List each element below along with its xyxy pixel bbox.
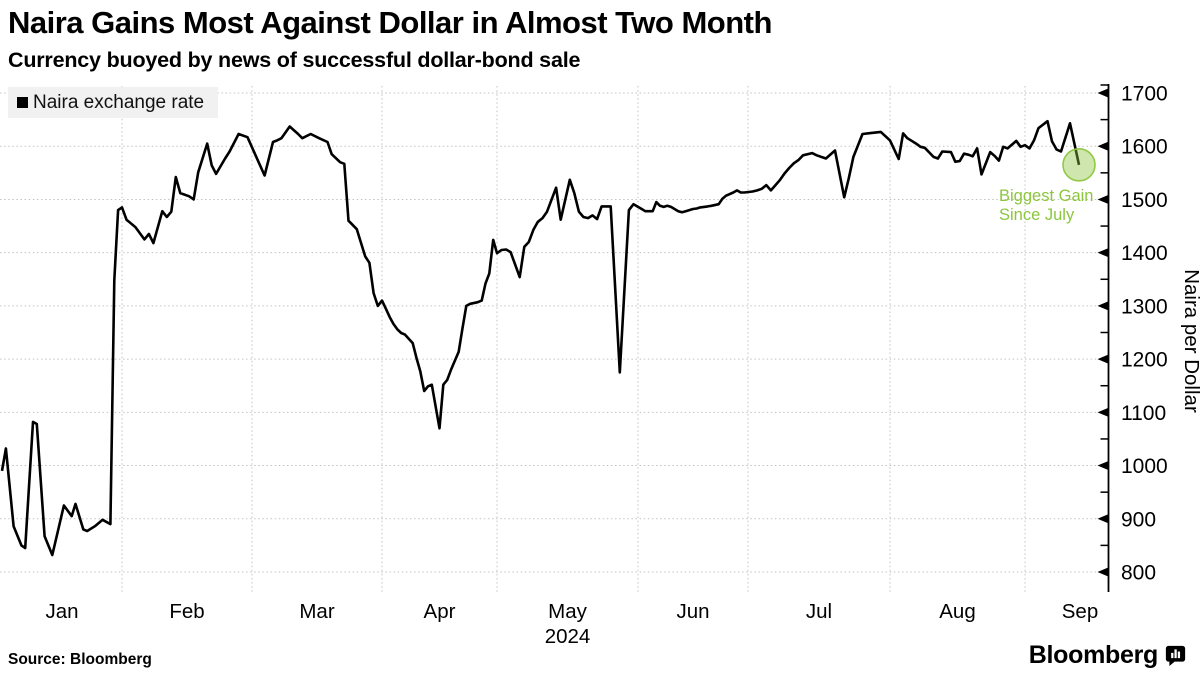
series-line — [0, 119, 1081, 557]
x-tick-label: Aug — [939, 600, 975, 623]
y-major-tick — [1097, 141, 1109, 151]
y-major-tick — [1097, 301, 1109, 311]
y-tick-label: 1500 — [1121, 189, 1168, 212]
y-tick-label: 1600 — [1121, 136, 1168, 159]
y-tick-label: 1700 — [1121, 83, 1168, 106]
y-tick-label: 1300 — [1121, 295, 1168, 318]
legend: Naira exchange rate — [8, 87, 219, 118]
page-subtitle: Currency buoyed by news of successful do… — [8, 47, 581, 72]
y-major-tick — [1097, 514, 1109, 524]
x-tick-label: Apr — [424, 600, 456, 623]
x-tick-label: Jul — [806, 600, 832, 623]
y-tick-label: 800 — [1121, 562, 1156, 585]
x-tick-label: May — [548, 600, 587, 623]
bloomberg-wordmark: Bloomberg — [1028, 641, 1159, 669]
x-tick-label: Jan — [45, 600, 78, 623]
y-major-tick — [1097, 407, 1109, 417]
page-title: Naira Gains Most Against Dollar in Almos… — [8, 5, 772, 40]
gain-marker — [1062, 148, 1096, 182]
x-tick-label: Jun — [676, 600, 709, 623]
x-axis-year-label: 2024 — [545, 625, 591, 648]
y-major-tick — [1097, 354, 1109, 364]
x-tick-label: Feb — [169, 600, 204, 623]
x-tick-label: Mar — [299, 600, 334, 623]
y-major-tick — [1097, 88, 1109, 98]
annotation-biggest-gain-line2: Since July — [999, 206, 1075, 224]
y-major-tick — [1097, 567, 1109, 577]
y-tick-label: 1000 — [1121, 455, 1168, 478]
y-tick-label: 1200 — [1121, 349, 1168, 372]
chart-header: Naira Gains Most Against Dollar in Almos… — [8, 4, 1188, 73]
y-tick-label: 1400 — [1121, 242, 1168, 265]
y-major-tick — [1097, 248, 1109, 258]
legend-swatch-icon — [17, 97, 28, 108]
bloomberg-brand: Bloomberg — [1029, 641, 1186, 670]
y-axis-title: Naira per Dollar — [1180, 269, 1200, 413]
y-tick-label: 1100 — [1121, 402, 1166, 425]
annotation-biggest-gain-line1: Biggest Gain — [999, 187, 1093, 205]
source-note: Source: Bloomberg — [8, 651, 152, 668]
y-major-tick — [1097, 194, 1109, 205]
bloomberg-logo-icon — [1165, 645, 1186, 666]
y-tick-label: 900 — [1121, 508, 1156, 531]
x-tick-label: Sep — [1062, 600, 1098, 623]
legend-label: Naira exchange rate — [33, 91, 205, 113]
y-major-tick — [1097, 460, 1109, 471]
